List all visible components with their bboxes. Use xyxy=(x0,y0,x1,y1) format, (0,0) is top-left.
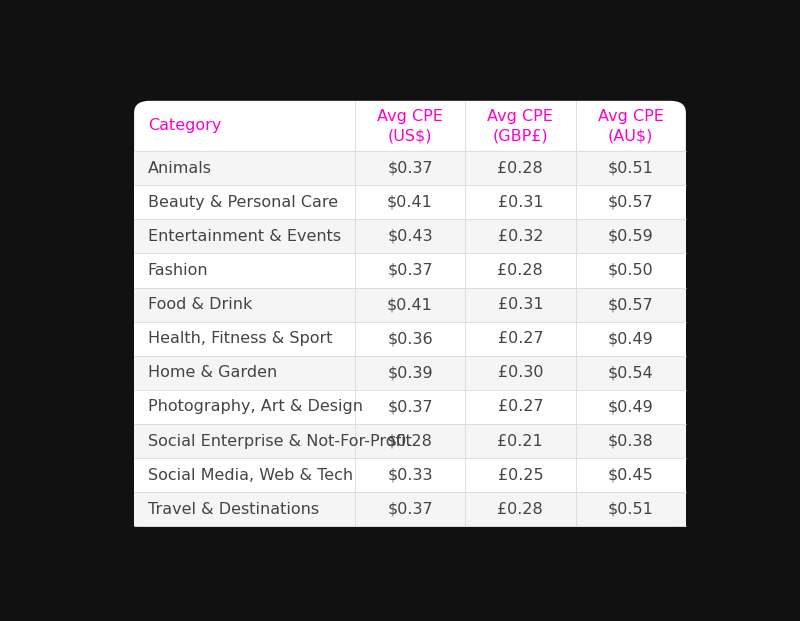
Text: Photography, Art & Design: Photography, Art & Design xyxy=(148,399,362,414)
Text: $0.50: $0.50 xyxy=(608,263,654,278)
FancyBboxPatch shape xyxy=(134,390,686,424)
Text: £0.28: £0.28 xyxy=(498,161,543,176)
Text: Category: Category xyxy=(148,119,221,134)
Text: Home & Garden: Home & Garden xyxy=(148,365,277,380)
Text: £0.30: £0.30 xyxy=(498,365,543,380)
Text: $0.49: $0.49 xyxy=(608,331,654,347)
Text: $0.38: $0.38 xyxy=(608,433,654,448)
Text: Avg CPE
(GBP£): Avg CPE (GBP£) xyxy=(487,109,554,143)
Text: £0.31: £0.31 xyxy=(498,297,543,312)
Text: Social Media, Web & Tech: Social Media, Web & Tech xyxy=(148,468,353,483)
Text: $0.41: $0.41 xyxy=(387,195,433,210)
FancyBboxPatch shape xyxy=(134,101,686,527)
FancyBboxPatch shape xyxy=(134,322,686,356)
Text: $0.51: $0.51 xyxy=(608,502,654,517)
FancyBboxPatch shape xyxy=(134,151,686,185)
Text: Animals: Animals xyxy=(148,161,212,176)
Text: $0.37: $0.37 xyxy=(387,161,433,176)
Text: $0.28: $0.28 xyxy=(387,433,433,448)
Text: $0.49: $0.49 xyxy=(608,399,654,414)
Text: $0.37: $0.37 xyxy=(387,263,433,278)
Text: $0.57: $0.57 xyxy=(608,297,654,312)
Text: Fashion: Fashion xyxy=(148,263,208,278)
Text: £0.28: £0.28 xyxy=(498,502,543,517)
Text: $0.33: $0.33 xyxy=(387,468,433,483)
Text: Food & Drink: Food & Drink xyxy=(148,297,252,312)
FancyBboxPatch shape xyxy=(134,185,686,219)
FancyBboxPatch shape xyxy=(134,288,686,322)
Text: $0.51: $0.51 xyxy=(608,161,654,176)
Text: £0.25: £0.25 xyxy=(498,468,543,483)
Text: Avg CPE
(AU$): Avg CPE (AU$) xyxy=(598,109,664,143)
Text: $0.37: $0.37 xyxy=(387,502,433,517)
Text: Health, Fitness & Sport: Health, Fitness & Sport xyxy=(148,331,332,347)
FancyBboxPatch shape xyxy=(134,424,686,458)
Text: $0.54: $0.54 xyxy=(608,365,654,380)
FancyBboxPatch shape xyxy=(134,253,686,288)
FancyBboxPatch shape xyxy=(134,356,686,390)
Text: Social Enterprise & Not-For-Profit: Social Enterprise & Not-For-Profit xyxy=(148,433,412,448)
Text: $0.37: $0.37 xyxy=(387,399,433,414)
FancyBboxPatch shape xyxy=(134,492,686,527)
Text: £0.31: £0.31 xyxy=(498,195,543,210)
Text: $0.57: $0.57 xyxy=(608,195,654,210)
Text: £0.27: £0.27 xyxy=(498,331,543,347)
Text: $0.43: $0.43 xyxy=(387,229,433,244)
Text: Avg CPE
(US$): Avg CPE (US$) xyxy=(377,109,443,143)
Text: Travel & Destinations: Travel & Destinations xyxy=(148,502,319,517)
Text: $0.36: $0.36 xyxy=(387,331,433,347)
Text: £0.28: £0.28 xyxy=(498,263,543,278)
FancyBboxPatch shape xyxy=(134,219,686,253)
Text: £0.21: £0.21 xyxy=(498,433,543,448)
Text: $0.59: $0.59 xyxy=(608,229,654,244)
Text: Entertainment & Events: Entertainment & Events xyxy=(148,229,341,244)
Text: $0.41: $0.41 xyxy=(387,297,433,312)
Text: £0.27: £0.27 xyxy=(498,399,543,414)
Text: $0.39: $0.39 xyxy=(387,365,433,380)
Text: Beauty & Personal Care: Beauty & Personal Care xyxy=(148,195,338,210)
FancyBboxPatch shape xyxy=(134,458,686,492)
Text: $0.45: $0.45 xyxy=(608,468,654,483)
Text: £0.32: £0.32 xyxy=(498,229,543,244)
